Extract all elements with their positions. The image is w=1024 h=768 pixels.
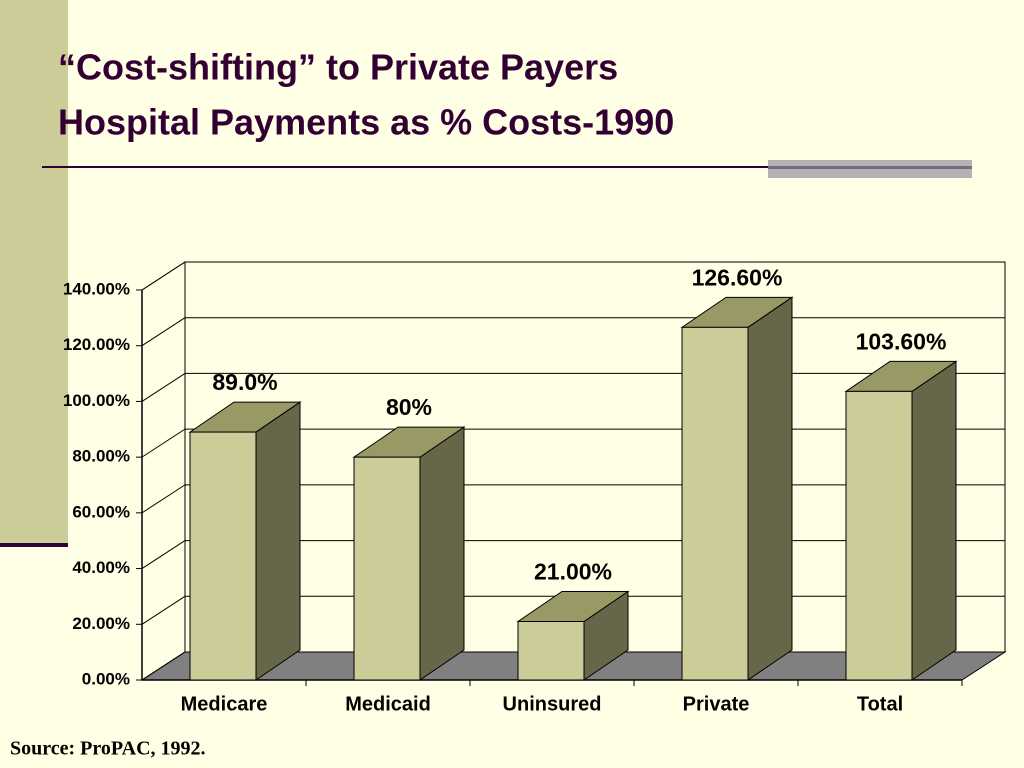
x-tick-label: Total [857,693,903,715]
side-strip [0,0,68,545]
chart-subtitle: Hospital Payments as % Costs-1990 [58,102,674,143]
grid-line-side [141,595,186,625]
y-tick-label: 20.00% [72,614,130,633]
grid-line-side [141,540,186,569]
bar [517,621,585,681]
source: Source: ProPAC, 1992. [10,738,206,760]
strip-rule [0,543,68,547]
chart-title: “Cost-shifting” to Private Payers [58,47,618,88]
bar [189,431,257,681]
x-tick-label: Uninsured [503,693,602,715]
y-tick-label: 140.00% [63,279,130,298]
bar-side [255,401,301,681]
side-wall [141,261,186,681]
x-tick-label: Medicare [181,693,268,715]
grid-line-side [141,651,186,681]
y-tick-label: 0.00% [82,669,130,688]
grid-line-side [141,317,186,347]
x-tick-label: Private [683,693,750,715]
grid-line-side [141,373,186,402]
bar-side [747,296,793,681]
rule-bar-line [768,166,972,169]
y-tick-label: 120.00% [63,335,130,354]
value-label: 126.60% [692,264,783,290]
bar-side [419,426,465,681]
y-tick-label: 40.00% [72,558,130,577]
grid-line-side [141,261,186,291]
bar [681,326,749,681]
x-tick-label: Medicaid [345,693,431,715]
value-label: 89.0% [212,369,277,395]
y-tick-label: 80.00% [72,447,130,466]
value-label: 21.00% [534,559,612,585]
grid-line-side [141,484,186,514]
grid-line-side [141,428,186,458]
bar-side [911,360,957,681]
bar [353,456,421,681]
y-tick-label: 60.00% [72,502,130,521]
bar [845,390,913,681]
value-label: 103.60% [856,328,947,354]
value-label: 80% [386,394,432,420]
y-tick-label: 100.00% [63,391,130,410]
